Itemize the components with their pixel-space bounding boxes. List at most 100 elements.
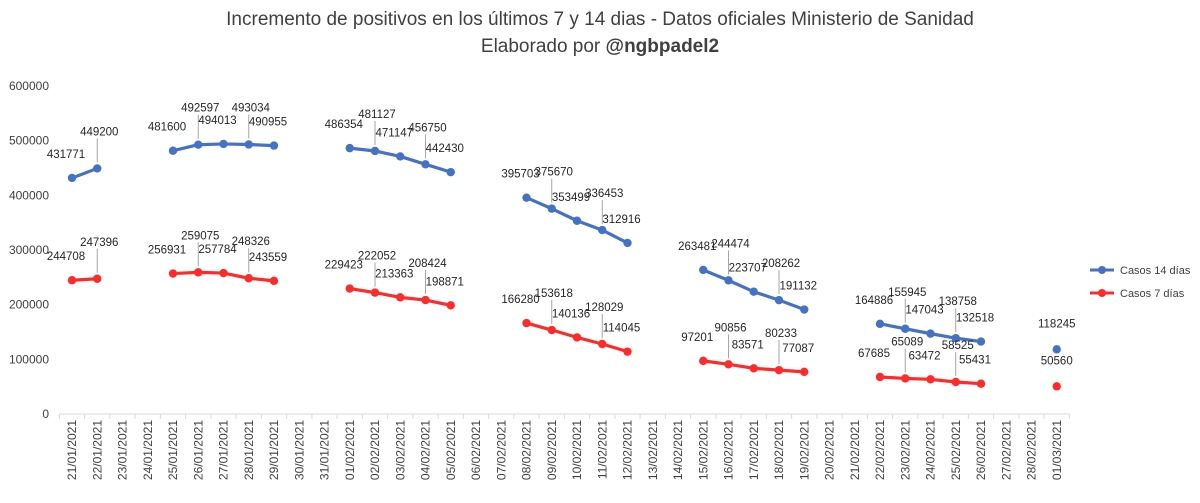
data-point [67, 173, 77, 183]
data-label: 65089 [891, 336, 923, 348]
data-label: 208424 [408, 258, 447, 270]
data-label: 213363 [375, 268, 413, 280]
data-point [269, 276, 279, 286]
x-tick-label: 24/02/2021 [924, 420, 938, 480]
x-tick-label: 22/01/2021 [90, 420, 104, 480]
chart-title: Incremento de positivos en los últimos 7… [226, 9, 974, 30]
series-line-segment [550, 328, 579, 339]
data-label: 223707 [729, 263, 767, 275]
data-label: 67685 [858, 348, 890, 360]
data-point [67, 276, 77, 285]
data-label: 456750 [408, 122, 446, 134]
data-label: 114045 [603, 323, 641, 335]
data-label: 492597 [181, 103, 219, 115]
data-label: 90856 [715, 322, 747, 334]
data-point [93, 164, 102, 173]
series-line-segment [954, 380, 983, 386]
data-point [168, 146, 178, 155]
x-tick-label: 31/01/2021 [318, 420, 332, 480]
legend-entry: Casos 14 días [1120, 265, 1191, 277]
data-label: 83571 [732, 339, 764, 351]
data-point [926, 329, 935, 338]
x-tick-label: 14/02/2021 [671, 420, 685, 480]
series-line-segment [752, 290, 781, 302]
data-label: 155945 [888, 287, 926, 299]
data-label: 118245 [1038, 318, 1076, 330]
x-tick-label: 23/02/2021 [898, 420, 912, 480]
series-line-segment [196, 142, 226, 147]
series-line-segment [575, 219, 604, 232]
x-tick-label: 20/02/2021 [823, 420, 837, 480]
data-label: 50560 [1041, 355, 1073, 367]
data-label: 259075 [181, 230, 219, 242]
x-tick-label: 24/01/2021 [141, 420, 155, 480]
data-point [194, 140, 203, 149]
data-point [901, 324, 910, 333]
data-point [623, 238, 632, 248]
series-line-segment [373, 149, 402, 159]
series-line-segment [550, 207, 579, 223]
data-point [598, 225, 607, 235]
data-label: 493034 [232, 102, 271, 114]
x-tick-label: 26/01/2021 [191, 420, 205, 480]
data-point [1052, 382, 1061, 391]
data-point [800, 367, 809, 377]
series-line-segment [171, 270, 200, 276]
data-label: 481127 [358, 109, 396, 121]
data-point [976, 379, 986, 388]
x-tick-label: 06/02/2021 [469, 420, 483, 480]
series-line-segment [247, 276, 276, 283]
data-label: 229423 [325, 260, 363, 272]
series-line-segment [701, 268, 731, 282]
y-tick-label: 0 [42, 407, 49, 421]
x-tick-label: 18/02/2021 [772, 420, 786, 480]
data-label: 442430 [426, 143, 464, 155]
data-point [875, 372, 885, 382]
data-point [699, 265, 708, 275]
data-point [396, 152, 405, 161]
series-line-segment [726, 362, 756, 370]
data-label: 153618 [535, 288, 573, 300]
data-label: 55431 [959, 355, 991, 367]
x-tick-label: 10/02/2021 [570, 420, 584, 480]
data-label: 256931 [148, 245, 186, 257]
x-tick-label: 22/02/2021 [873, 420, 887, 480]
data-point [598, 339, 607, 349]
x-tick-label: 15/02/2021 [696, 420, 710, 480]
x-tick-label: 28/01/2021 [242, 420, 256, 480]
y-tick-label: 300000 [9, 243, 49, 257]
data-label: 63472 [909, 350, 941, 362]
data-point [951, 377, 960, 387]
series-line-segment [600, 228, 630, 245]
x-tick-label: 02/02/2021 [368, 420, 382, 480]
data-label: 97201 [681, 332, 713, 344]
data-point [522, 193, 531, 202]
y-tick-label: 400000 [9, 188, 49, 202]
data-point [219, 268, 228, 278]
data-point [370, 288, 380, 297]
series-line-segment [777, 298, 806, 312]
series-line-segment [423, 162, 453, 174]
series-line-segment [171, 143, 200, 153]
data-label: 208262 [762, 258, 800, 270]
y-tick-label: 600000 [9, 79, 49, 93]
x-tick-label: 29/01/2021 [267, 420, 281, 480]
data-label: 353499 [552, 192, 590, 204]
y-tick-label: 200000 [9, 298, 49, 312]
data-point [370, 146, 380, 156]
legend-entry: Casos 7 días [1120, 288, 1185, 300]
x-tick-label: 01/02/2021 [343, 420, 357, 480]
series-line-segment [221, 271, 251, 280]
subtitle-prefix: Elaborado por [480, 36, 606, 57]
series-line-segment [221, 142, 251, 147]
data-label: 244474 [711, 238, 750, 250]
data-point [244, 274, 253, 283]
x-tick-label: 05/02/2021 [444, 420, 458, 480]
series-line-segment [348, 286, 377, 295]
x-tick-label: 27/02/2021 [999, 420, 1013, 480]
series-line-segment [524, 321, 554, 332]
series-line-segment [348, 146, 377, 153]
x-tick-label: 25/02/2021 [949, 420, 963, 480]
data-label: 77087 [782, 343, 814, 355]
